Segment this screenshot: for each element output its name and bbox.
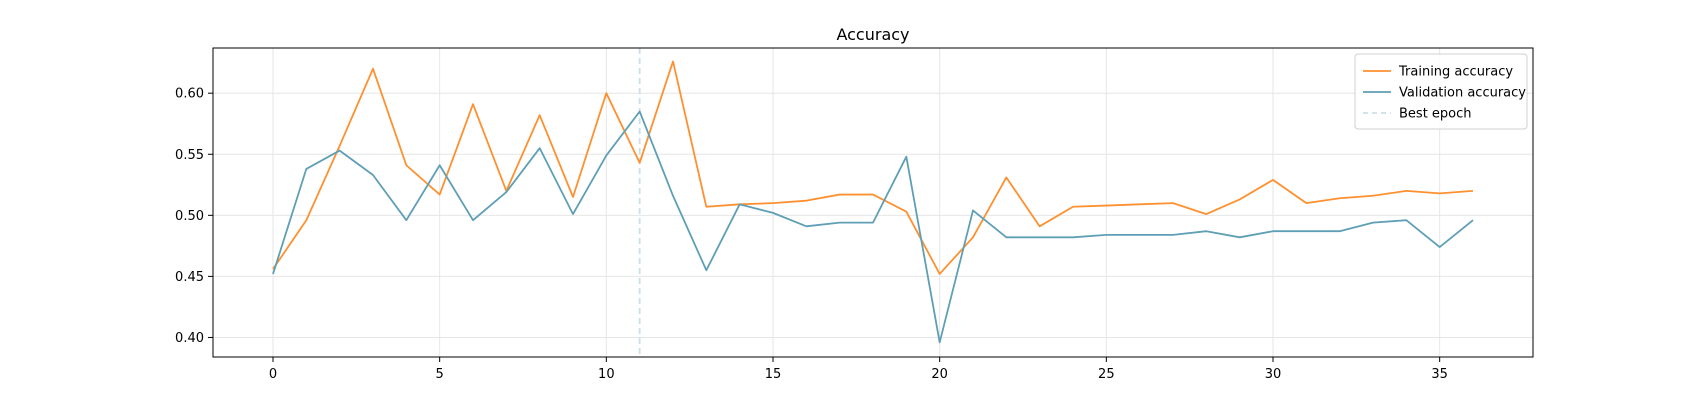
- legend: Training accuracy Validation accuracy Best…: [1354, 53, 1528, 130]
- x-tick-label: 20: [931, 367, 948, 382]
- x-tick-label: 35: [1431, 367, 1448, 382]
- x-tick-label: 0: [269, 367, 277, 382]
- y-axis: 0.40 0.45 0.50 0.55 0.60: [175, 87, 213, 346]
- y-tick-label: 0.55: [175, 148, 204, 163]
- x-tick-label: 10: [598, 367, 615, 382]
- legend-label: Validation accuracy: [1399, 86, 1526, 101]
- legend-box: [1354, 53, 1528, 130]
- y-tick-label: 0.50: [175, 209, 204, 224]
- y-tick-label: 0.60: [175, 87, 204, 102]
- chart-title: Accuracy: [836, 25, 909, 44]
- plot-frame: [212, 47, 1534, 358]
- x-tick-label: 15: [765, 367, 782, 382]
- y-tick-label: 0.45: [175, 270, 204, 285]
- series-layer: [272, 60, 1474, 344]
- x-axis: 0 5 10 15 20 25 30 35: [269, 357, 1448, 382]
- series-line-1: [272, 110, 1474, 344]
- y-tick-label: 0.40: [175, 331, 204, 346]
- x-tick-label: 30: [1265, 367, 1282, 382]
- x-tick-label: 5: [436, 367, 444, 382]
- grid: [213, 48, 1533, 357]
- x-tick-label: 25: [1098, 367, 1115, 382]
- series-line-0: [272, 60, 1474, 275]
- legend-label: Training accuracy: [1398, 65, 1513, 80]
- legend-label: Best epoch: [1399, 107, 1472, 122]
